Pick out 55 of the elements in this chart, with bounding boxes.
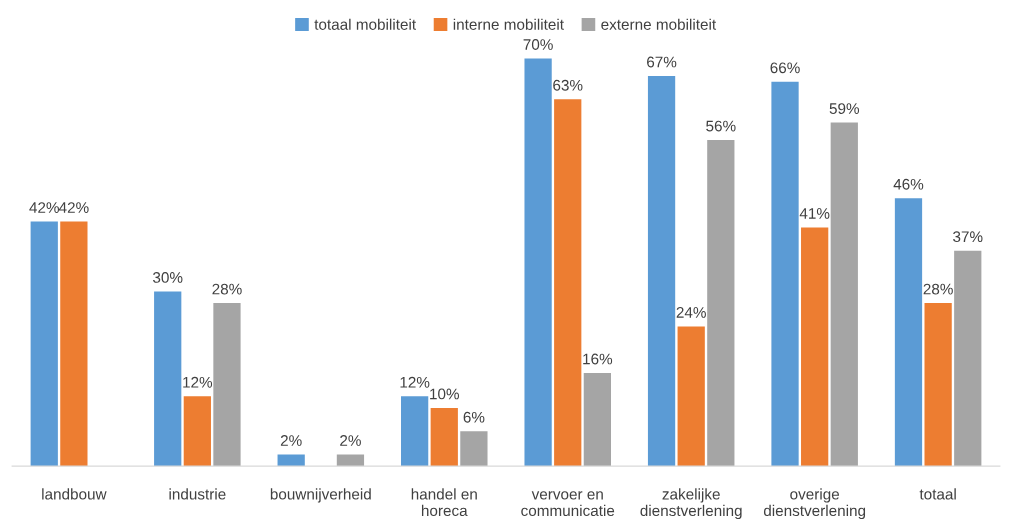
x-tick-label: overige dienstverlening xyxy=(763,488,866,520)
bar xyxy=(830,122,858,467)
data-label: 28% xyxy=(212,283,242,295)
data-label: 59% xyxy=(829,103,860,114)
bar xyxy=(647,75,676,467)
data-label: 2% xyxy=(340,435,361,446)
bar xyxy=(60,221,88,467)
data-label: 16% xyxy=(583,353,613,365)
data-label: 24% xyxy=(676,306,706,318)
data-label: 66% xyxy=(770,62,800,74)
x-tick-label: zakelijke dienstverlening xyxy=(640,488,742,520)
bar xyxy=(460,431,488,467)
bar xyxy=(213,303,241,467)
bar xyxy=(154,291,182,467)
x-tick-label: bouwnijverheid xyxy=(270,488,371,503)
data-label: 63% xyxy=(553,79,583,91)
data-label: 56% xyxy=(706,120,736,132)
data-label: 42% xyxy=(58,202,89,213)
data-label: 10% xyxy=(430,388,460,400)
legend-label: externe mobiliteit xyxy=(601,18,717,30)
data-label: 67% xyxy=(647,56,677,68)
x-tick-label: vervoer en communicatie xyxy=(521,491,615,517)
bar xyxy=(771,81,799,467)
data-label: 2% xyxy=(280,435,302,446)
bar xyxy=(401,396,429,467)
bar xyxy=(707,140,735,467)
data-label: 12% xyxy=(400,376,430,388)
data-label: 28% xyxy=(923,283,953,295)
data-label: 37% xyxy=(953,231,983,243)
bar xyxy=(430,407,458,467)
bar xyxy=(183,396,211,467)
bar xyxy=(277,454,305,467)
bar xyxy=(583,372,611,467)
bar xyxy=(801,227,829,467)
x-tick-label: landbouw xyxy=(42,488,107,500)
data-label: 30% xyxy=(153,272,183,283)
data-label: 41% xyxy=(799,208,830,219)
bar xyxy=(30,221,58,467)
bar xyxy=(954,250,982,467)
data-label: 70% xyxy=(523,39,553,50)
legend-label: totaal mobiliteit xyxy=(314,18,416,30)
data-label: 42% xyxy=(29,202,59,213)
data-label: 6% xyxy=(463,411,485,423)
bar xyxy=(554,99,582,467)
bar xyxy=(336,454,365,467)
x-tick-label: industrie xyxy=(169,488,226,500)
x-tick-label: handel en horeca xyxy=(411,488,477,517)
bar xyxy=(677,326,705,467)
bar xyxy=(524,58,552,467)
bar xyxy=(894,198,923,467)
data-label: 12% xyxy=(183,376,213,388)
x-tick-label: totaal xyxy=(919,488,956,500)
data-label: 46% xyxy=(893,178,924,190)
legend-label: interne mobiliteit xyxy=(453,18,564,30)
bar xyxy=(924,303,952,467)
